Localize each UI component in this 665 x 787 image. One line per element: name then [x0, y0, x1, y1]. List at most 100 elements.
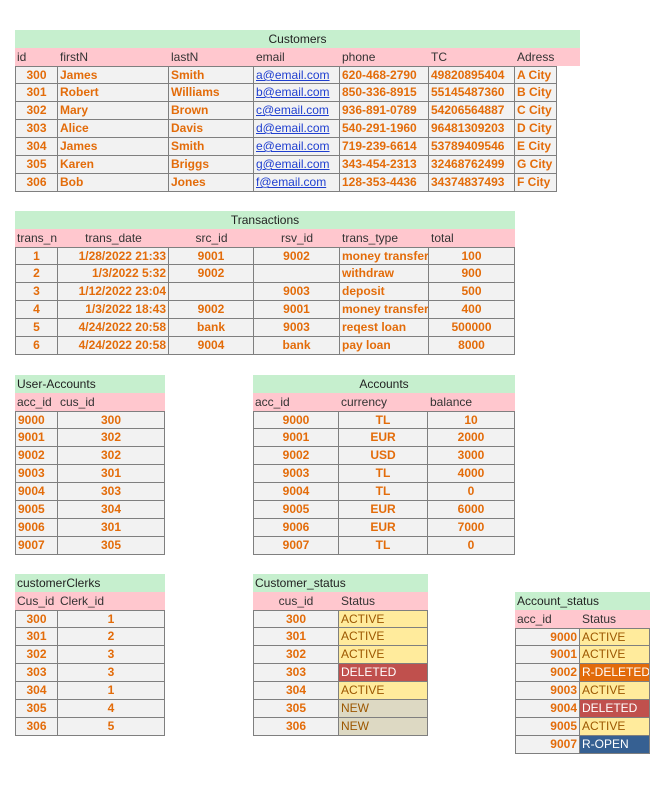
email-link[interactable]: f@email.com: [256, 175, 327, 189]
accounts-cell: 9002: [253, 447, 339, 465]
customer-clerks-header: Cus_id Clerk_id: [15, 592, 165, 610]
accounts-cell: EUR: [339, 429, 428, 447]
table-row: 9007 305: [15, 537, 165, 555]
account-status-cell: ACTIVE: [580, 628, 650, 646]
accounts-header: acc_id currency balance: [253, 393, 515, 411]
customers-cell: D City: [515, 120, 557, 138]
customer-clerks-cell: 306: [15, 718, 58, 736]
email-link[interactable]: a@email.com: [256, 68, 330, 82]
table-row: 9003 301: [15, 465, 165, 483]
accounts-cell: TL: [339, 465, 428, 483]
transactions-cell: 9004: [169, 337, 254, 355]
user-accounts-col-acc-id: acc_id: [17, 395, 52, 409]
customers-cell: B City: [515, 84, 557, 102]
customers-cell: 343-454-2313: [340, 156, 429, 174]
customers-cell: C City: [515, 102, 557, 120]
accounts-col-balance: balance: [430, 395, 473, 409]
table-row: 306 5: [15, 718, 165, 736]
user-accounts-cell: 305: [58, 537, 165, 555]
customers-cell: g@email.com: [254, 156, 340, 174]
accounts-cell: 7000: [428, 519, 515, 537]
customer-status-col-cus-id: cus_id: [278, 594, 314, 608]
transactions-table: Transactions trans_n trans_date src_id r…: [15, 211, 515, 355]
customers-table: Customers id firstN lastN email phone TC…: [15, 30, 580, 192]
transactions-cell: [169, 283, 254, 301]
email-link[interactable]: b@email.com: [256, 85, 330, 99]
transactions-col-trans-type: trans_type: [342, 231, 399, 245]
customer-status-header: cus_id Status: [253, 592, 428, 610]
accounts-cell: 0: [428, 537, 515, 555]
customers-cell: f@email.com: [254, 174, 340, 192]
transactions-cell: 6: [15, 337, 58, 355]
accounts-cell: 9005: [253, 501, 339, 519]
customers-col-lastn: lastN: [171, 50, 199, 64]
account-status-cell: ACTIVE: [580, 646, 650, 664]
customer-status-cell: 303: [253, 664, 339, 682]
customer-status-cell: ACTIVE: [339, 682, 428, 700]
customer-status-table: Customer_status cus_id Status 300 ACTIVE 3…: [253, 574, 428, 736]
table-row: 305 NEW: [253, 700, 428, 718]
account-status-cell: R-OPEN: [580, 736, 650, 754]
account-status-cell: 9001: [515, 646, 580, 664]
transactions-col-trans-n: trans_n: [17, 231, 58, 245]
table-row: 304 ACTIVE: [253, 682, 428, 700]
user-accounts-cell: 300: [58, 411, 165, 429]
customers-col-email: email: [256, 50, 285, 64]
customer-clerks-cell: 3: [58, 646, 165, 664]
customers-cell: Briggs: [169, 156, 254, 174]
customers-cell: 303: [15, 120, 58, 138]
customer-status-cell: ACTIVE: [339, 610, 428, 628]
transactions-rows: 1 1/28/2022 21:33 9001 9002 money transfer 10…: [15, 247, 515, 355]
customers-cell: Jones: [169, 174, 254, 192]
table-row: 9003 TL 4000: [253, 465, 515, 483]
table-row: 304 1: [15, 682, 165, 700]
user-accounts-cell: 302: [58, 429, 165, 447]
account-status-cell: 9007: [515, 736, 580, 754]
accounts-title: Accounts: [253, 375, 515, 393]
table-row: 9004 DELETED: [515, 700, 650, 718]
email-link[interactable]: d@email.com: [256, 121, 330, 135]
user-accounts-cell: 9001: [15, 429, 58, 447]
table-row: 1 1/28/2022 21:33 9001 9002 money transfer 10…: [15, 247, 515, 265]
user-accounts-table: User-Accounts acc_id cus_id 9000 300 9001 3…: [15, 375, 165, 555]
email-link[interactable]: e@email.com: [256, 139, 330, 153]
customers-col-firstn: firstN: [60, 50, 88, 64]
user-accounts-col-cus-id: cus_id: [60, 395, 95, 409]
transactions-cell: 5: [15, 319, 58, 337]
customer-status-cell: 306: [253, 718, 339, 736]
transactions-cell: 4/24/2022 20:58: [58, 337, 169, 355]
transactions-cell: 1/3/2022 5:32: [58, 265, 169, 283]
customer-status-title: Customer_status: [253, 574, 428, 592]
customers-cell: d@email.com: [254, 120, 340, 138]
email-link[interactable]: c@email.com: [256, 103, 329, 117]
customers-cell: c@email.com: [254, 102, 340, 120]
user-accounts-cell: 9002: [15, 447, 58, 465]
customer-clerks-cell: 305: [15, 700, 58, 718]
customer-status-cell: 305: [253, 700, 339, 718]
customers-cell: G City: [515, 156, 557, 174]
customer-clerks-cell: 302: [15, 646, 58, 664]
table-row: 303 DELETED: [253, 664, 428, 682]
table-row: 302 Mary Brown c@email.com 936-891-0789 54206…: [15, 102, 580, 120]
account-status-cell: 9005: [515, 718, 580, 736]
transactions-cell: 100: [429, 247, 515, 265]
customer-status-rows: 300 ACTIVE 301 ACTIVE 302 ACTIVE 303 DELETED 304…: [253, 610, 428, 736]
account-status-col-status: Status: [582, 612, 617, 626]
customers-cell: Williams: [169, 84, 254, 102]
user-accounts-cell: 302: [58, 447, 165, 465]
email-link[interactable]: g@email.com: [256, 157, 330, 171]
customers-cell: 850-336-8915: [340, 84, 429, 102]
account-status-title: Account_status: [515, 592, 650, 610]
customers-cell: 96481309203: [429, 120, 515, 138]
accounts-cell: 0: [428, 483, 515, 501]
customers-title: Customers: [15, 30, 580, 48]
user-accounts-cell: 9006: [15, 519, 58, 537]
customer-status-cell: ACTIVE: [339, 628, 428, 646]
table-row: 4 1/3/2022 18:43 9002 9001 money transfer 400: [15, 301, 515, 319]
accounts-cell: 2000: [428, 429, 515, 447]
table-row: 9000 ACTIVE: [515, 628, 650, 646]
table-row: 6 4/24/2022 20:58 9004 bank pay loan 8000: [15, 337, 515, 355]
customer-status-cell: 300: [253, 610, 339, 628]
customers-cell: Robert: [58, 84, 169, 102]
customers-cell: 301: [15, 84, 58, 102]
